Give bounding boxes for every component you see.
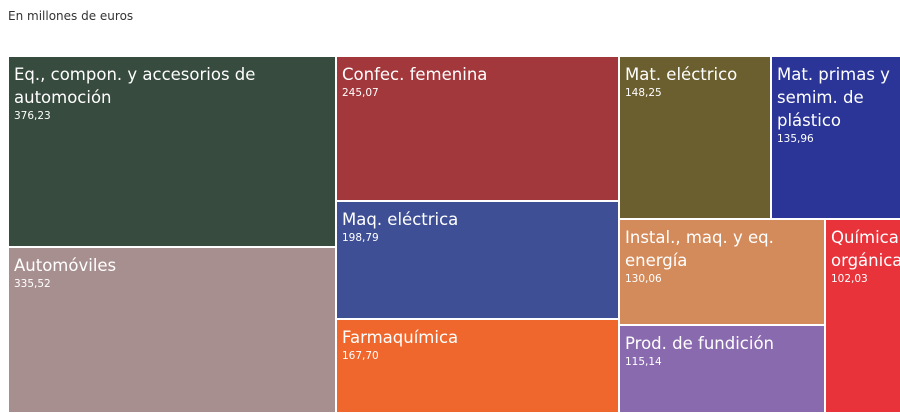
tile: Química orgánica 102,03: [825, 219, 900, 413]
tile: Instal., maq. y eq. energía 130,06: [619, 219, 825, 325]
tile-label: Confec. femenina: [342, 65, 488, 84]
tile: Farmaquímica 167,70: [336, 319, 619, 413]
tile: Confec. femenina 245,07: [336, 56, 619, 201]
value-label: 130,06: [625, 273, 662, 285]
value-label: 167,70: [342, 350, 379, 362]
value-label: 376,23: [14, 110, 51, 122]
tile: Mat. eléctrico 148,25: [619, 56, 771, 219]
tile: Automóviles 335,52: [8, 247, 336, 413]
tile: Eq., compon. y accesorios de automoción 3…: [8, 56, 336, 247]
value-label: 335,52: [14, 278, 51, 290]
tile-label: Maq. eléctrica: [342, 210, 459, 229]
value-label: 135,96: [777, 133, 814, 145]
value-label: 245,07: [342, 87, 379, 99]
value-label: 198,79: [342, 232, 379, 244]
tile: Prod. de fundición 115,14: [619, 325, 825, 413]
chart-title: En millones de euros: [8, 9, 134, 23]
tile-label: Instal., maq. y eq. energía: [625, 228, 774, 270]
value-label: 102,03: [831, 273, 868, 285]
value-label: 115,14: [625, 356, 662, 368]
tile-label: Eq., compon. y accesorios de automoción: [14, 65, 256, 107]
tile: Mat. primas y semim. de plástico 135,96: [771, 56, 900, 219]
tile: Maq. eléctrica 198,79: [336, 201, 619, 319]
tile-label: Mat. primas y semim. de plástico: [777, 65, 890, 130]
value-label: 148,25: [625, 87, 662, 99]
tile-label: Prod. de fundición: [625, 334, 774, 353]
tile-label: Química orgánica: [831, 228, 900, 270]
tile-label: Automóviles: [14, 256, 117, 275]
tile-label: Mat. eléctrico: [625, 65, 738, 84]
tile-label: Farmaquímica: [342, 328, 459, 347]
